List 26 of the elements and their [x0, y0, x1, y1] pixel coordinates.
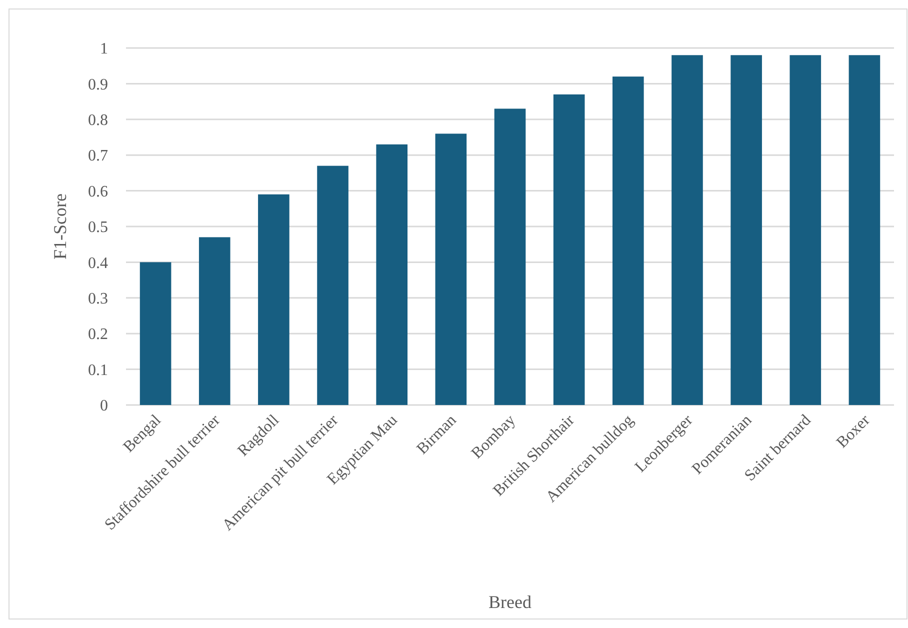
y-tick-label: 0.2	[88, 326, 108, 344]
y-tick-label: 1	[100, 40, 108, 58]
y-axis-title: F1-Score	[50, 194, 70, 260]
bar	[790, 55, 822, 405]
y-tick-label: 0.9	[88, 76, 108, 94]
y-tick-label: 0.4	[88, 254, 108, 272]
bar	[258, 194, 290, 405]
y-tick-label: 0.7	[88, 148, 108, 165]
bar	[848, 55, 880, 405]
bar	[317, 166, 348, 405]
y-tick-label: 0.3	[88, 290, 108, 308]
bar	[553, 94, 585, 405]
bar	[612, 76, 644, 405]
y-tick-label: 0	[100, 398, 108, 415]
y-tick-label: 0.1	[88, 362, 108, 379]
bar	[672, 55, 703, 405]
bar	[494, 108, 526, 405]
y-tick-label: 0.8	[88, 112, 108, 129]
x-axis-title: Breed	[488, 592, 532, 612]
y-tick-label: 0.6	[88, 183, 108, 200]
bar	[376, 144, 408, 405]
bar	[140, 262, 172, 405]
y-tick-label: 0.5	[88, 219, 108, 236]
bar	[198, 237, 230, 405]
bar	[435, 134, 467, 405]
bar	[730, 55, 762, 405]
